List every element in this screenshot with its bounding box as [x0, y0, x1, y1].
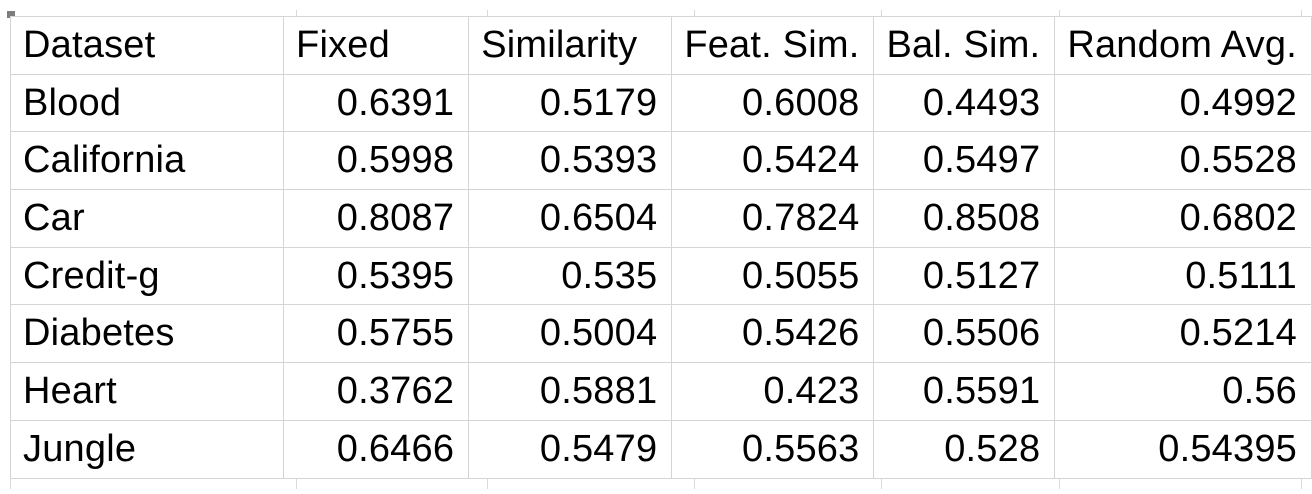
cell-value[interactable]: 0.8508 [873, 189, 1056, 248]
cell-value[interactable]: 0.54395 [1054, 419, 1312, 479]
gridline-stub [296, 479, 297, 489]
gridline-stub [694, 10, 695, 16]
cell-value[interactable]: 0.7824 [671, 189, 875, 248]
cell-value[interactable]: 0.5497 [873, 131, 1056, 191]
header-cell-random-avg[interactable]: Random Avg. [1054, 16, 1312, 75]
cell-value[interactable]: 0.5004 [468, 304, 673, 364]
gridline-stub [1301, 10, 1302, 16]
cell-value[interactable]: 0.535 [468, 246, 673, 306]
gridline-stub [487, 479, 488, 489]
cell-value[interactable]: 0.5479 [468, 419, 673, 479]
gridline-stub [296, 10, 297, 16]
header-cell-feat-sim[interactable]: Feat. Sim. [671, 16, 875, 75]
gridline-stub [694, 479, 695, 489]
cell-value[interactable]: 0.5393 [468, 131, 673, 191]
cell-value[interactable]: 0.3762 [283, 362, 470, 421]
cell-value[interactable]: 0.5424 [671, 131, 875, 191]
table-row-california: California 0.5998 0.5393 0.5424 0.5497 0… [9, 131, 1312, 191]
cell-dataset-name[interactable]: Jungle [9, 419, 285, 479]
results-table: Dataset Fixed Similarity Feat. Sim. Bal.… [9, 16, 1312, 479]
cell-value[interactable]: 0.5179 [468, 73, 673, 133]
cell-value[interactable]: 0.5591 [873, 362, 1056, 421]
table-row-jungle: Jungle 0.6466 0.5479 0.5563 0.528 0.5439… [9, 419, 1312, 479]
gridline-stub [1059, 479, 1060, 489]
table-row-credit-g: Credit-g 0.5395 0.535 0.5055 0.5127 0.51… [9, 246, 1312, 306]
cell-value[interactable]: 0.4992 [1054, 73, 1312, 133]
header-cell-dataset[interactable]: Dataset [9, 16, 285, 75]
cell-value[interactable]: 0.6504 [468, 189, 673, 248]
cell-value[interactable]: 0.5528 [1054, 131, 1312, 191]
cell-value[interactable]: 0.5395 [283, 246, 470, 306]
cell-value[interactable]: 0.8087 [283, 189, 470, 248]
selection-corner-handle [7, 11, 15, 18]
table-row-diabetes: Diabetes 0.5755 0.5004 0.5426 0.5506 0.5… [9, 304, 1312, 364]
cell-value[interactable]: 0.5111 [1054, 246, 1312, 306]
cell-value[interactable]: 0.6466 [283, 419, 470, 479]
cell-value[interactable]: 0.56 [1054, 362, 1312, 421]
header-row: Dataset Fixed Similarity Feat. Sim. Bal.… [9, 16, 1312, 75]
table-row-blood: Blood 0.6391 0.5179 0.6008 0.4493 0.4992 [9, 73, 1312, 133]
cell-value[interactable]: 0.5127 [873, 246, 1056, 306]
cell-dataset-name[interactable]: California [9, 131, 285, 191]
cell-dataset-name[interactable]: Diabetes [9, 304, 285, 364]
cell-value[interactable]: 0.5055 [671, 246, 875, 306]
table-row-heart: Heart 0.3762 0.5881 0.423 0.5591 0.56 [9, 362, 1312, 421]
gridline-stub [1301, 479, 1302, 489]
header-cell-bal-sim[interactable]: Bal. Sim. [873, 16, 1056, 75]
cell-dataset-name[interactable]: Heart [9, 362, 285, 421]
cell-value[interactable]: 0.5563 [671, 419, 875, 479]
header-cell-similarity[interactable]: Similarity [468, 16, 673, 75]
gridline-stub [10, 479, 11, 489]
gridline-stub [881, 479, 882, 489]
cell-value[interactable]: 0.6802 [1054, 189, 1312, 248]
cell-value[interactable]: 0.5426 [671, 304, 875, 364]
cell-value[interactable]: 0.6391 [283, 73, 470, 133]
table-row-car: Car 0.8087 0.6504 0.7824 0.8508 0.6802 [9, 189, 1312, 248]
cell-value[interactable]: 0.5998 [283, 131, 470, 191]
gridline-stub [881, 10, 882, 16]
cell-value[interactable]: 0.6008 [671, 73, 875, 133]
cell-value[interactable]: 0.5755 [283, 304, 470, 364]
cell-value[interactable]: 0.4493 [873, 73, 1056, 133]
cell-dataset-name[interactable]: Car [9, 189, 285, 248]
cell-value[interactable]: 0.528 [873, 419, 1056, 479]
cell-value[interactable]: 0.5214 [1054, 304, 1312, 364]
gridline-stub [487, 10, 488, 16]
gridline-stub [1059, 10, 1060, 16]
cell-dataset-name[interactable]: Blood [9, 73, 285, 133]
cell-value[interactable]: 0.423 [671, 362, 875, 421]
cell-value[interactable]: 0.5506 [873, 304, 1056, 364]
cell-dataset-name[interactable]: Credit-g [9, 246, 285, 306]
header-cell-fixed[interactable]: Fixed [283, 16, 470, 75]
cell-value[interactable]: 0.5881 [468, 362, 673, 421]
